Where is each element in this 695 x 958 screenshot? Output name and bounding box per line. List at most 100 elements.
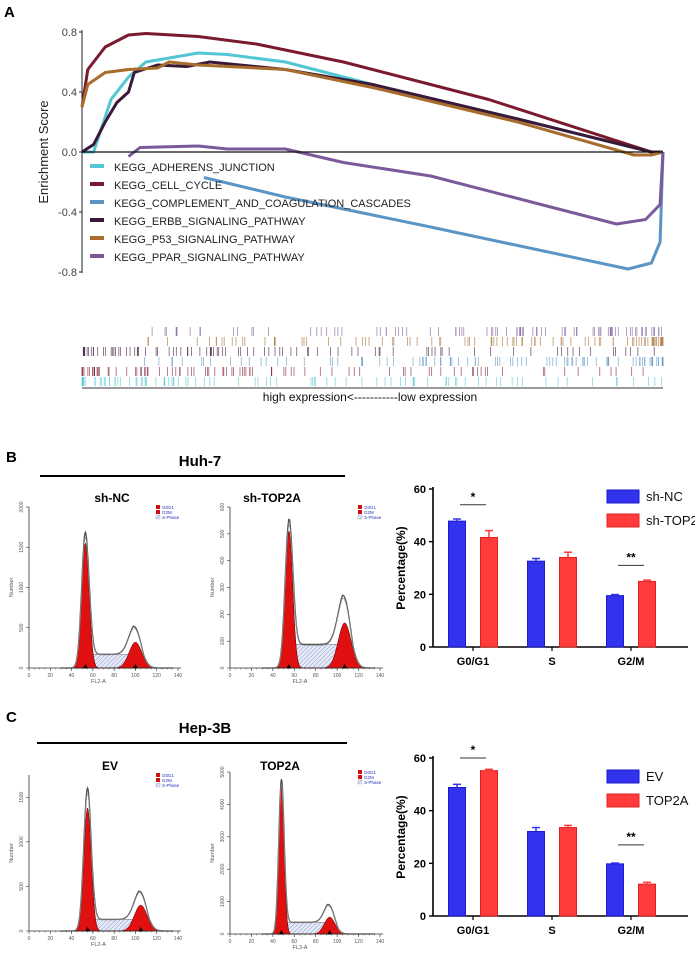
bar-ev — [606, 863, 624, 917]
legend-label: G0G1 — [162, 773, 175, 778]
histogram-title: sh-TOP2A — [243, 491, 301, 505]
y-tick-label: 1000 — [19, 836, 25, 847]
legend-swatch — [357, 514, 363, 520]
x-tick-label: 80 — [313, 673, 319, 679]
y-tick-label: 0 — [420, 642, 426, 654]
legend-label: KEGG_P53_SIGNALING_PATHWAY — [114, 234, 296, 246]
y-tick-label: 0.0 — [62, 147, 77, 159]
x-tick-label: 100 — [333, 939, 342, 945]
y-tick-label: 20 — [414, 858, 426, 870]
legend-label: G2M — [162, 510, 172, 515]
legend-swatch — [90, 182, 104, 186]
x-tick-label: S — [548, 656, 555, 668]
x-tick-label: G2/M — [618, 656, 645, 668]
y-tick-label: 1000 — [19, 582, 25, 593]
x-tick-label: 20 — [48, 673, 54, 679]
legend-swatch — [358, 510, 362, 514]
legend-swatch — [156, 510, 160, 514]
legend-swatch — [357, 779, 363, 785]
significance-label: ** — [626, 550, 636, 564]
y-tick-label: 0 — [19, 666, 25, 669]
total-envelope — [60, 530, 173, 669]
legend-label: sh-TOP2A — [646, 513, 695, 528]
legend-swatch — [155, 514, 161, 520]
legend-swatch — [90, 200, 104, 204]
bar-ev — [448, 786, 466, 917]
legend-swatch — [90, 218, 104, 222]
peak-marker-icon — [138, 927, 144, 932]
y-axis-label: Percentage(%) — [394, 526, 408, 609]
x-tick-label: 140 — [174, 673, 183, 679]
panel-label-c: C — [6, 709, 17, 726]
bar-sh-nc — [527, 560, 545, 648]
y-tick-label: -0.4 — [58, 207, 77, 219]
x-axis-label: FL2-A — [293, 679, 308, 685]
legend-swatch — [358, 770, 362, 774]
y-tick-label: 500 — [19, 623, 25, 632]
legend-label: sh-NC — [646, 489, 683, 504]
y-tick-label: 2000 — [220, 863, 226, 874]
peak-marker-icon — [85, 927, 91, 932]
x-tick-label: 100 — [333, 673, 342, 679]
x-tick-label: 80 — [111, 673, 117, 679]
total-envelope — [60, 786, 173, 932]
rug-caption: high expression<-----------low expressio… — [263, 390, 477, 404]
x-tick-label: 60 — [90, 936, 96, 942]
significance-label: * — [471, 743, 476, 757]
bar-ev — [527, 830, 545, 917]
x-tick-label: 0 — [229, 939, 232, 945]
y-tick-label: 0 — [220, 932, 226, 935]
bar-top2a — [559, 827, 577, 917]
y-tick-label: 0.4 — [62, 87, 77, 99]
y-tick-label: 60 — [414, 753, 426, 765]
x-tick-label: 0 — [229, 673, 232, 679]
x-tick-label: S — [548, 925, 555, 937]
y-tick-label: 1500 — [19, 541, 25, 552]
x-tick-label: 120 — [354, 939, 363, 945]
y-tick-label: 0 — [420, 911, 426, 923]
legend-swatch — [606, 769, 640, 784]
peak-marker-icon — [132, 664, 138, 669]
x-axis-label: FL2-A — [91, 942, 106, 948]
bar-sh-nc — [606, 595, 624, 648]
bar-charts: 0 20 40 60 Percentage(%) G0/G1 S G2/M sh-NC sh-TO… — [394, 484, 695, 937]
y-axis-label: Number — [210, 843, 216, 863]
envelope-inner — [262, 524, 375, 669]
series-line-kegg-p53-signaling-pathway — [80, 60, 664, 157]
bar-sh-top2a — [480, 536, 498, 648]
x-tick-label: 20 — [249, 939, 255, 945]
y-tick-label: 300 — [220, 583, 226, 592]
significance-label: ** — [626, 830, 636, 844]
legend-label: S-Phase — [162, 515, 180, 520]
x-tick-label: G2/M — [618, 925, 645, 937]
legend-swatch — [606, 793, 640, 808]
legend-label: KEGG_CELL_CYCLE — [114, 180, 222, 192]
gsea-plot: 0.8 0.4 0.0 -0.4 -0.8 Enrichment Score KEGG_AD… — [36, 27, 665, 404]
legend-label: KEGG_COMPLEMENT_AND_COAGULATION_CASCADES — [114, 198, 411, 210]
peak-marker-icon — [278, 930, 284, 935]
x-tick-label: 140 — [376, 673, 385, 679]
legend-label: S-Phase — [364, 780, 382, 785]
legend-swatch — [358, 505, 362, 509]
x-tick-label: 20 — [48, 936, 54, 942]
legend-label: S-Phase — [364, 515, 382, 520]
x-tick-label: G0/G1 — [457, 925, 489, 937]
histogram-title: EV — [102, 759, 118, 773]
y-tick-label: 500 — [220, 529, 226, 538]
x-tick-label: 40 — [270, 673, 276, 679]
bar-sh-top2a — [638, 580, 656, 648]
x-tick-label: 20 — [249, 673, 255, 679]
y-tick-label: 3000 — [220, 831, 226, 842]
y-tick-label: 0 — [19, 929, 25, 932]
legend-swatch — [606, 513, 640, 528]
x-tick-label: 140 — [174, 936, 183, 942]
panel-label-b: B — [6, 449, 17, 466]
y-axis-label: Number — [210, 578, 216, 598]
x-tick-label: 0 — [28, 673, 31, 679]
x-tick-label: G0/G1 — [457, 656, 489, 668]
series-line-kegg-erbb-signaling-pathway — [81, 60, 663, 154]
y-tick-label: 0.8 — [62, 27, 77, 39]
legend-label: G0G1 — [364, 505, 377, 510]
x-tick-label: 100 — [131, 936, 140, 942]
x-tick-label: 120 — [153, 673, 162, 679]
